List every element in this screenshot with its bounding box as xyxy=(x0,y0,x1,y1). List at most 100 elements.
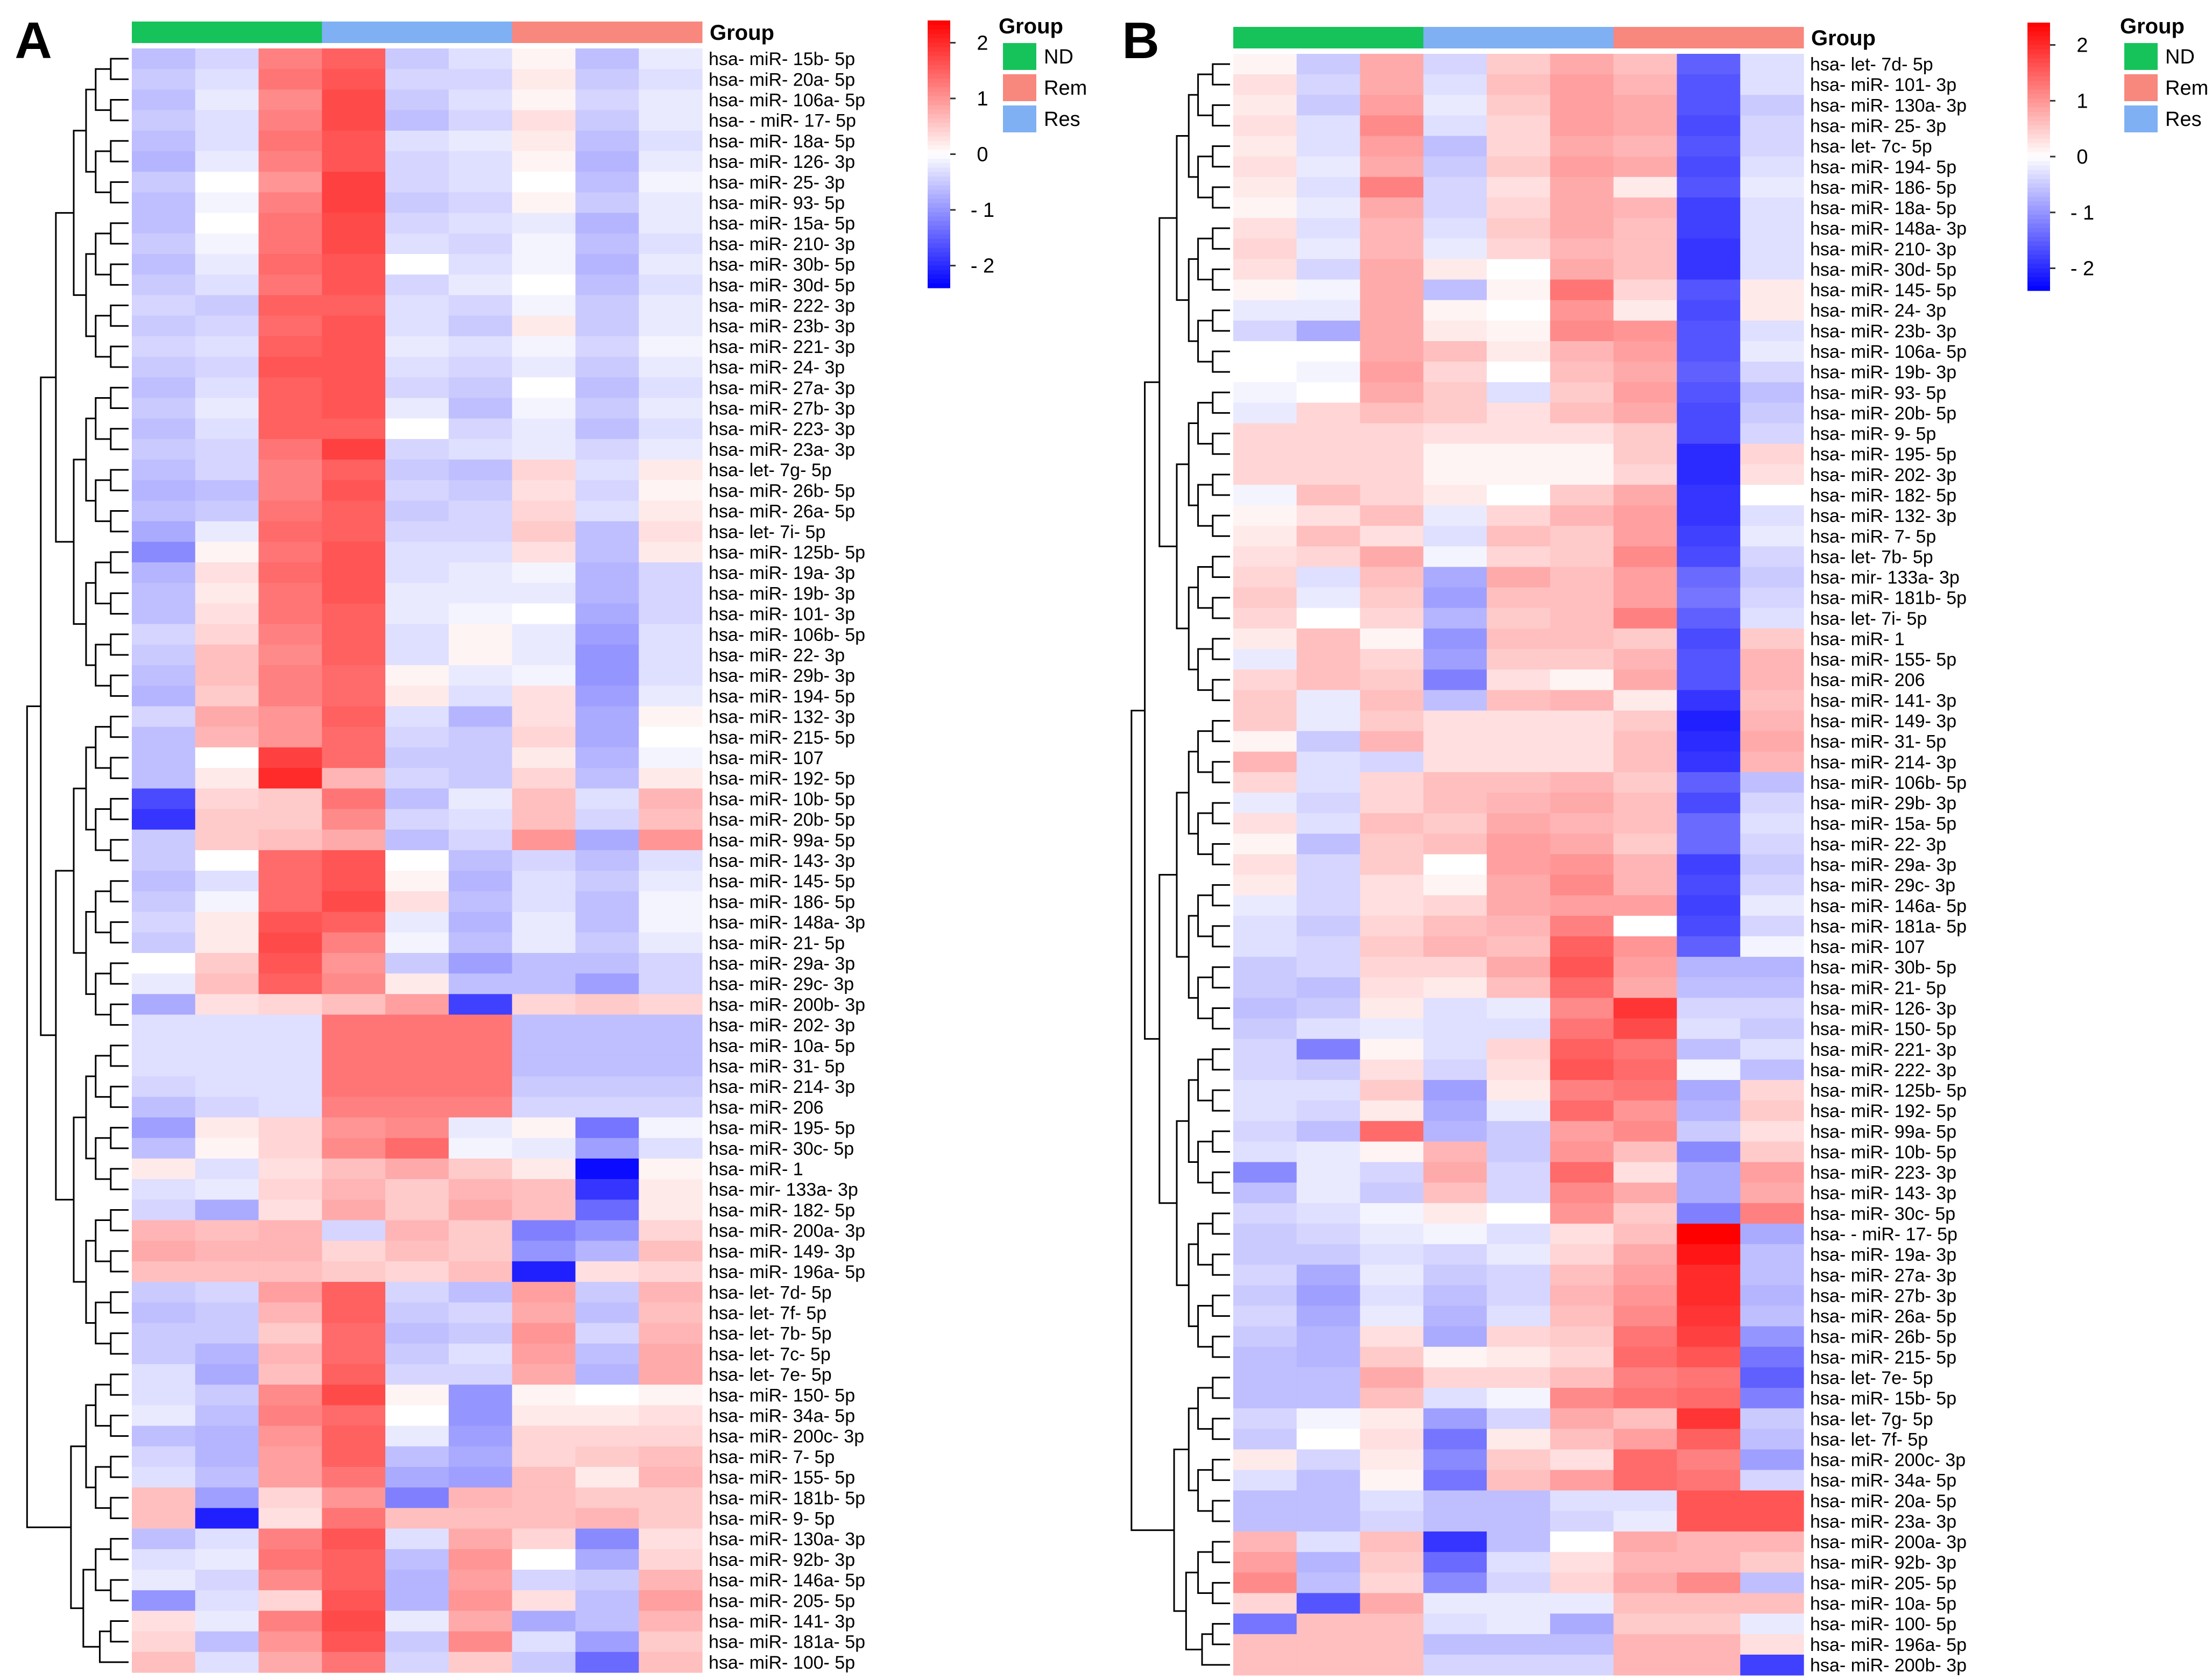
panel-b-dendrogram-branch xyxy=(1212,1294,1230,1317)
panel-a-heatmap-cell xyxy=(385,151,449,172)
panel-a-heatmap-cell xyxy=(448,809,513,830)
panel-b-heatmap-cell xyxy=(1740,1613,1804,1635)
panel-a-heatmap-cell xyxy=(639,973,703,994)
panel-a-dendrogram-branch xyxy=(85,582,96,666)
panel-b-heatmap-cell xyxy=(1423,546,1487,568)
panel-b-row-label: hsa- miR- 19a- 3p xyxy=(1810,1245,1956,1265)
panel-b-heatmap-cell xyxy=(1677,1182,1741,1204)
panel-b-heatmap-cell xyxy=(1740,1079,1804,1101)
panel-b-heatmap-cell xyxy=(1233,238,1297,259)
panel-a-heatmap-cell xyxy=(258,1076,322,1097)
panel-b-heatmap-cell xyxy=(1360,1162,1424,1183)
panel-b-heatmap-cell xyxy=(1550,403,1614,424)
panel-a-heatmap-cell xyxy=(512,1158,576,1180)
panel-a-heatmap-cell xyxy=(322,1528,386,1550)
panel-b-heatmap-cell xyxy=(1550,1429,1614,1450)
panel-b-heatmap-cell xyxy=(1740,731,1804,752)
panel-a-dendrogram-branch xyxy=(95,1301,111,1345)
panel-a-colorbar-segment xyxy=(928,101,950,105)
panel-a-heatmap-cell xyxy=(258,172,322,193)
panel-b-heatmap-cell xyxy=(1740,464,1804,485)
panel-a-colorbar-tick-label: 1 xyxy=(977,88,988,110)
panel-b-heatmap-cell xyxy=(1296,362,1361,383)
panel-b-heatmap-cell xyxy=(1487,54,1551,75)
panel-a-heatmap-cell xyxy=(258,1343,322,1365)
panel-a-heatmap-cell xyxy=(258,562,322,583)
panel-b-heatmap-cell xyxy=(1233,669,1297,690)
panel-a-heatmap-cell xyxy=(258,1014,322,1036)
panel-a-dendrogram-branch xyxy=(110,1168,129,1190)
panel-b-heatmap-cell xyxy=(1740,1244,1804,1265)
panel-a-heatmap-cell xyxy=(195,871,259,892)
panel-b-heatmap-cell xyxy=(1296,1018,1361,1040)
panel-b-heatmap-cell xyxy=(1677,854,1741,876)
panel-a-heatmap-cell xyxy=(639,130,703,152)
panel-a-heatmap-cell xyxy=(258,110,322,131)
panel-b-heatmap-cell xyxy=(1677,628,1741,650)
panel-a-row-label: hsa- let- 7b- 5p xyxy=(709,1324,832,1344)
panel-a-heatmap-cell xyxy=(575,1651,639,1673)
panel-a-heatmap-cell xyxy=(195,1631,259,1653)
panel-a-row-label: hsa- miR- 125b- 5p xyxy=(709,542,865,563)
panel-b-row-label: hsa- miR- 15b- 5p xyxy=(1810,1388,1956,1409)
panel-b-heatmap-cell xyxy=(1613,1018,1678,1040)
panel-a-heatmap-cell xyxy=(512,1549,576,1570)
panel-b-heatmap-cell xyxy=(1677,1162,1741,1183)
panel-a-heatmap-cell xyxy=(385,665,449,686)
panel-b-colorbar-segment xyxy=(2027,214,2050,220)
panel-b-dendrogram-branch xyxy=(1212,186,1230,209)
panel-b-heatmap-cell xyxy=(1360,1572,1424,1594)
panel-b-row-label: hsa- miR- 100- 5p xyxy=(1810,1614,1956,1635)
panel-b-heatmap-cell xyxy=(1296,279,1361,301)
panel-b-heatmap-cell xyxy=(1423,382,1487,403)
panel-a-heatmap-cell xyxy=(385,460,449,481)
panel-b-dendrogram-branch xyxy=(1197,648,1213,691)
panel-a-heatmap-cell xyxy=(512,521,576,542)
panel-b-heatmap-cell xyxy=(1487,136,1551,157)
panel-a-heatmap-cell xyxy=(132,336,196,357)
panel-b-heatmap-cell xyxy=(1613,1285,1678,1307)
panel-b-heatmap-cell xyxy=(1613,1039,1678,1060)
panel-a-heatmap-cell xyxy=(575,1487,639,1508)
panel-a-heatmap-cell xyxy=(575,1425,639,1447)
panel-b-heatmap-cell xyxy=(1423,1059,1487,1081)
panel-a-heatmap-cell xyxy=(575,932,639,954)
panel-b-heatmap-cell xyxy=(1487,1531,1551,1552)
panel-b-heatmap-cell xyxy=(1550,1490,1614,1512)
panel-a-heatmap-cell xyxy=(258,418,322,440)
panel-b-row-label: hsa- miR- 155- 5p xyxy=(1810,650,1956,670)
panel-a-heatmap-cell xyxy=(639,1385,703,1406)
panel-a-dendrogram-branch xyxy=(82,1569,100,1648)
panel-b-colorbar-segment xyxy=(2027,268,2050,273)
panel-a-heatmap-cell xyxy=(575,336,639,357)
panel-b-row-label: hsa- miR- 27b- 3p xyxy=(1810,1286,1956,1306)
panel-a-dendrogram-branch xyxy=(95,397,111,440)
panel-b-heatmap-cell xyxy=(1740,1408,1804,1429)
panel-b-heatmap-cell xyxy=(1423,608,1487,629)
panel-a-heatmap-cell xyxy=(132,932,196,954)
panel-a-heatmap-cell xyxy=(132,377,196,399)
panel-b-heatmap-cell xyxy=(1360,362,1424,383)
panel-b-heatmap-cell xyxy=(1487,320,1551,342)
panel-b-heatmap-cell xyxy=(1487,1490,1551,1512)
panel-a-heatmap-cell xyxy=(132,1076,196,1097)
panel-b-colorbar-segment xyxy=(2027,49,2050,54)
panel-a-group-cell xyxy=(132,22,196,43)
panel-a-heatmap-cell xyxy=(132,788,196,810)
panel-a-heatmap-cell xyxy=(195,932,259,954)
panel-a-heatmap-cell xyxy=(132,912,196,933)
panel-a-heatmap-cell xyxy=(322,1240,386,1262)
panel-b-dendrogram-branch xyxy=(1212,638,1230,660)
panel-a-heatmap-cell xyxy=(448,336,513,357)
panel-a-colorbar-segment xyxy=(928,270,950,275)
panel-b-dendrogram-branch xyxy=(1197,156,1213,199)
panel-a-heatmap-cell xyxy=(258,1240,322,1262)
panel-b-heatmap-cell xyxy=(1677,1552,1741,1573)
panel-a-heatmap-cell xyxy=(195,1323,259,1344)
panel-a-heatmap-cell xyxy=(639,583,703,604)
panel-b-heatmap-cell xyxy=(1740,1182,1804,1204)
panel-a-heatmap-cell xyxy=(512,1425,576,1447)
panel-a-heatmap-cell xyxy=(195,1569,259,1591)
panel-b-heatmap-cell xyxy=(1487,608,1551,629)
panel-a-heatmap-cell xyxy=(448,1466,513,1488)
